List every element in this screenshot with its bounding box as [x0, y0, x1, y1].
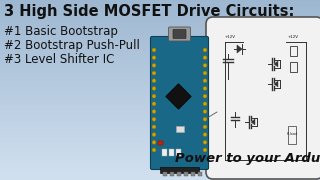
Circle shape: [152, 48, 156, 52]
Circle shape: [152, 125, 156, 129]
FancyBboxPatch shape: [173, 30, 186, 39]
FancyBboxPatch shape: [206, 17, 320, 179]
Polygon shape: [274, 81, 278, 87]
Text: R-load: R-load: [286, 132, 298, 136]
Circle shape: [203, 56, 207, 60]
Circle shape: [152, 63, 156, 67]
Bar: [170, 172, 174, 176]
Text: Power to your Arduino!: Power to your Arduino!: [175, 152, 320, 165]
Bar: [175, 126, 183, 132]
Circle shape: [152, 133, 156, 137]
Text: #2 Bootstrap Push-Pull: #2 Bootstrap Push-Pull: [4, 39, 140, 52]
Circle shape: [203, 94, 207, 98]
Text: 3 High Side MOSFET Drive Circuits:: 3 High Side MOSFET Drive Circuits:: [4, 4, 294, 19]
Circle shape: [203, 79, 207, 83]
Bar: [288, 126, 296, 144]
Polygon shape: [274, 61, 278, 67]
Bar: [169, 149, 174, 156]
FancyBboxPatch shape: [150, 37, 209, 170]
Circle shape: [152, 140, 156, 144]
Circle shape: [152, 110, 156, 114]
Circle shape: [152, 102, 156, 106]
Circle shape: [203, 148, 207, 152]
Bar: [290, 46, 297, 56]
Bar: [176, 149, 181, 156]
Circle shape: [152, 79, 156, 83]
Bar: [160, 167, 199, 173]
Circle shape: [203, 63, 207, 67]
Circle shape: [152, 117, 156, 121]
Polygon shape: [251, 119, 255, 125]
Bar: [290, 62, 297, 72]
Bar: [166, 84, 191, 109]
Bar: [162, 149, 167, 156]
Circle shape: [152, 86, 156, 91]
Circle shape: [152, 148, 156, 152]
Circle shape: [203, 140, 207, 144]
FancyBboxPatch shape: [169, 27, 190, 41]
Circle shape: [203, 133, 207, 137]
Circle shape: [203, 48, 207, 52]
Bar: [191, 172, 195, 176]
Bar: [158, 141, 163, 145]
Circle shape: [152, 71, 156, 75]
Circle shape: [203, 86, 207, 91]
Bar: [198, 172, 202, 176]
Circle shape: [203, 117, 207, 121]
Circle shape: [152, 94, 156, 98]
Text: +12V: +12V: [288, 35, 299, 39]
Circle shape: [203, 102, 207, 106]
Bar: [163, 172, 167, 176]
Circle shape: [203, 125, 207, 129]
Bar: [184, 172, 188, 176]
Circle shape: [203, 71, 207, 75]
Text: #3 Level Shifter IC: #3 Level Shifter IC: [4, 53, 114, 66]
Text: +12V: +12V: [225, 35, 236, 39]
Bar: [177, 172, 181, 176]
Circle shape: [152, 56, 156, 60]
Text: #1 Basic Bootstrap: #1 Basic Bootstrap: [4, 25, 118, 38]
Polygon shape: [237, 45, 242, 53]
Circle shape: [203, 110, 207, 114]
